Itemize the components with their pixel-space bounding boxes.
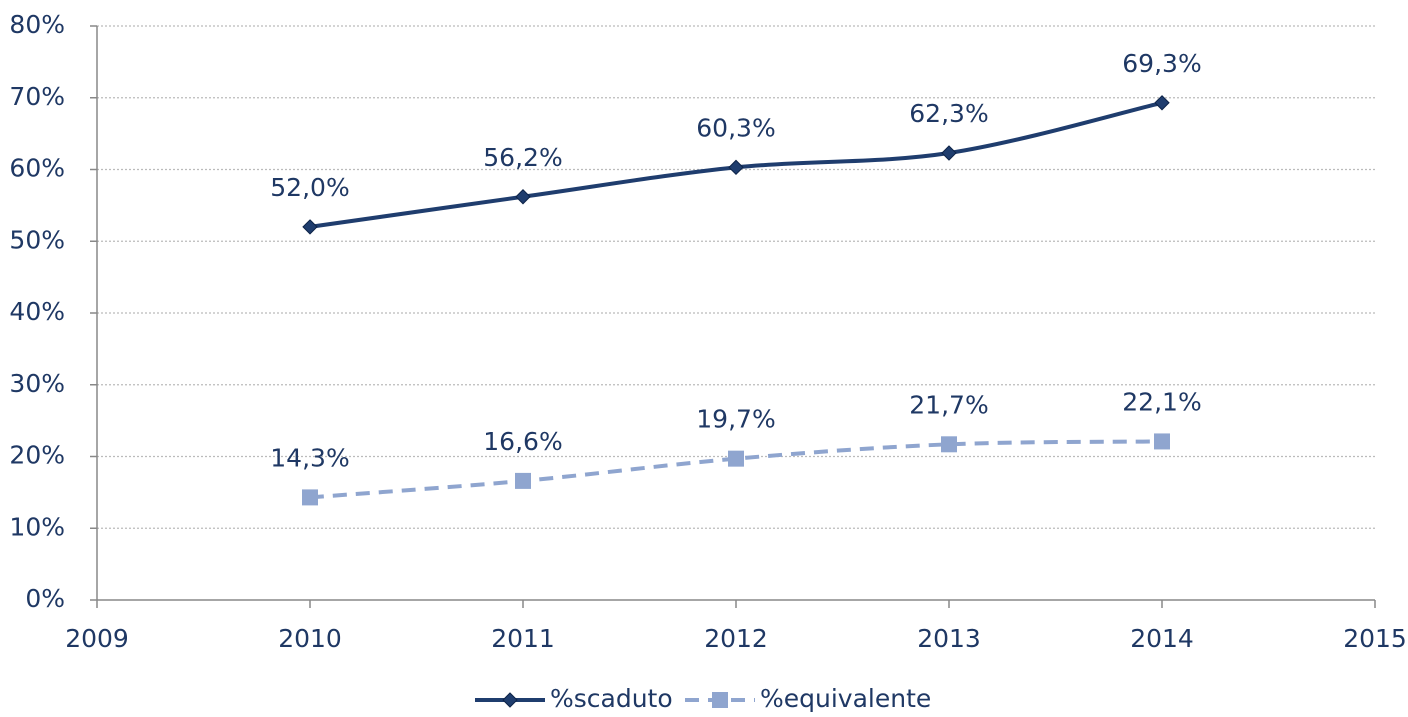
y-tick-label: 80% <box>9 10 65 39</box>
marker <box>1154 433 1170 450</box>
legend-marker <box>502 692 518 708</box>
marker <box>728 450 744 467</box>
x-tick-label: 2009 <box>65 624 129 653</box>
series-line <box>309 439 1163 500</box>
marker <box>515 472 531 489</box>
x-tick-label: 2013 <box>917 624 981 653</box>
x-tick-label: 2014 <box>1130 624 1194 653</box>
x-tick-label: 2010 <box>278 624 342 653</box>
marker <box>941 436 957 453</box>
y-tick-label: 60% <box>9 154 65 183</box>
y-tick-label: 50% <box>9 225 65 254</box>
marker <box>515 189 531 205</box>
data-label: 62,3% <box>909 99 988 128</box>
x-tick-label: 2015 <box>1343 624 1407 653</box>
data-label: 69,3% <box>1122 49 1201 78</box>
legend-marker <box>712 692 728 708</box>
x-tick-label: 2012 <box>704 624 768 653</box>
legend-label: %equivalente <box>760 684 931 713</box>
y-tick-label: 30% <box>9 369 65 398</box>
data-label: 14,3% <box>270 443 349 472</box>
y-tick-label: 40% <box>9 297 65 326</box>
y-tick-label: 70% <box>9 82 65 111</box>
data-label: 16,6% <box>483 427 562 456</box>
marker <box>302 219 318 235</box>
data-label: 52,0% <box>270 173 349 202</box>
marker <box>941 145 957 161</box>
x-tick-label: 2011 <box>491 624 555 653</box>
marker <box>1154 95 1170 111</box>
y-tick-label: 0% <box>25 584 65 613</box>
data-label: 60,3% <box>696 113 775 142</box>
data-label: 21,7% <box>909 390 988 419</box>
y-tick-label: 20% <box>9 441 65 470</box>
data-label: 56,2% <box>483 143 562 172</box>
data-label: 19,7% <box>696 405 775 434</box>
data-label: 22,1% <box>1122 387 1201 416</box>
marker <box>728 159 744 176</box>
y-tick-label: 10% <box>9 512 65 541</box>
legend-label: %scaduto <box>550 684 673 713</box>
marker <box>302 489 318 506</box>
